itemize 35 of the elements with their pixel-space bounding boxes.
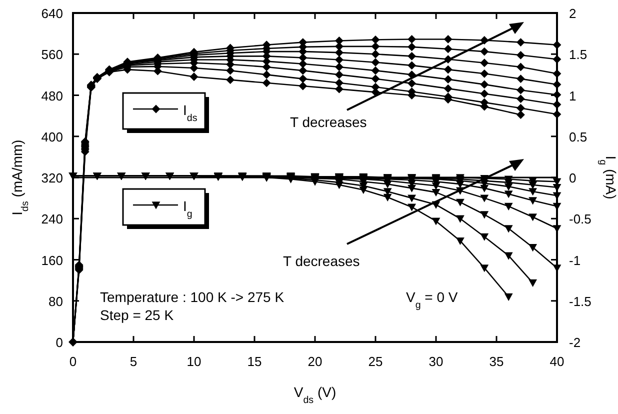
y2-tick-label: 1.5 [569,47,588,62]
y-tick-label: 160 [41,252,63,268]
annotation: T decreases [283,253,360,269]
annotation: Step = 25 K [100,307,174,323]
annotation: Temperature : 100 K -> 275 K [100,289,285,305]
annotation: V$_{g}$ = 0 V [406,289,458,310]
x-tick-label: 0 [69,354,77,369]
x-tick-label: 20 [308,354,322,369]
y-tick-label: 640 [41,6,63,21]
x-tick-label: 5 [130,354,138,369]
annotation: T decreases [290,114,367,130]
y-tick-label: 480 [41,88,63,104]
y-tick-label: 560 [41,47,63,62]
y2-tick-label: -1 [569,252,581,268]
y-tick-label: 240 [41,212,63,227]
y-tick-label: 400 [41,129,63,144]
y-tick-label: 80 [48,294,63,309]
y2-tick-label: -2 [569,335,581,350]
y-tick-label: 0 [56,335,63,350]
y2-tick-label: -0.5 [569,212,592,227]
y-tick-label: 320 [41,170,63,186]
x-tick-label: 25 [368,354,383,369]
y2-tick-label: 2 [569,6,576,21]
y2-tick-label: 1 [569,88,576,104]
x-tick-label: 15 [247,354,262,369]
y2-tick-label: 0 [569,170,576,186]
x-axis-title: V$_{ds}$ (V) [294,384,336,406]
x-tick-label: 35 [489,354,504,369]
x-tick-label: 40 [550,354,564,369]
x-tick-label: 10 [186,354,202,369]
x-tick-label: 30 [428,354,444,369]
y2-tick-label: 0.5 [569,129,588,144]
y2-tick-label: -1.5 [569,294,592,309]
legend-label: I$_{g}$ [183,198,192,220]
legend-label: I$_{ds}$ [183,102,198,124]
